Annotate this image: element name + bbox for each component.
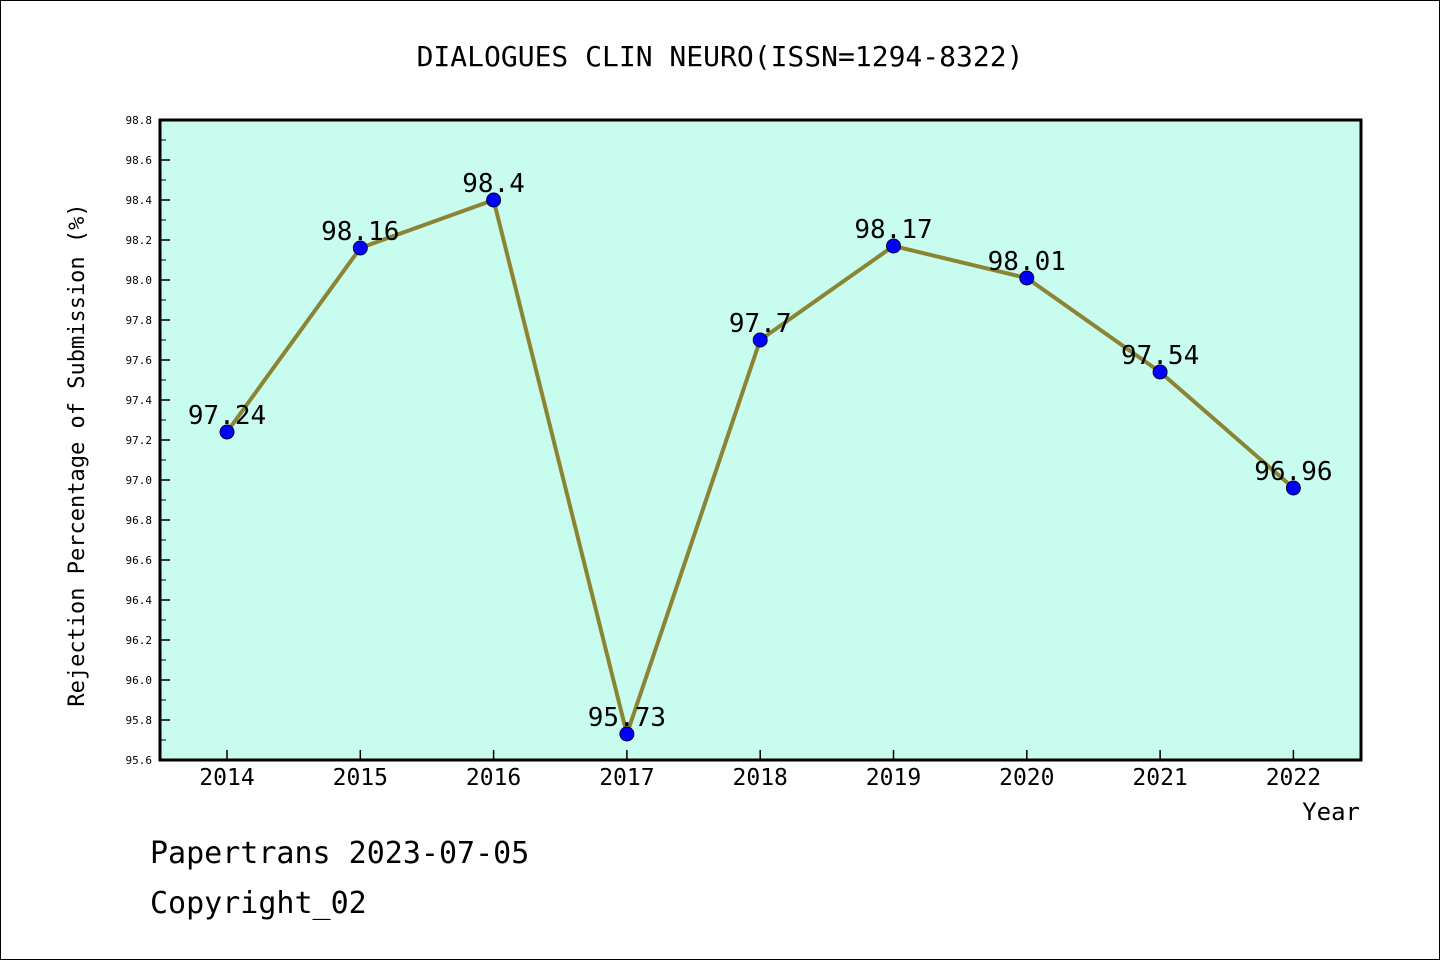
- y-tick-label: 95.6: [126, 754, 153, 767]
- data-label: 97.54: [1121, 341, 1199, 371]
- chart-title: DIALOGUES CLIN NEURO(ISSN=1294-8322): [417, 40, 1024, 73]
- y-tick-label: 97.8: [126, 314, 153, 327]
- data-point: [886, 238, 901, 254]
- footer-source: Papertrans 2023-07-05: [150, 836, 530, 871]
- y-tick-label: 96.4: [126, 594, 153, 607]
- y-tick-label: 98.0: [126, 274, 153, 287]
- x-axis-ticks: 2014 2015 2016 2017 2018 2019 2020 2021 2022: [199, 750, 1321, 791]
- x-tick-label: 2014: [199, 765, 254, 791]
- data-point: [1152, 364, 1168, 380]
- y-tick-label: 97.2: [126, 434, 153, 447]
- y-tick-label: 98.4: [126, 194, 153, 207]
- data-label: 97.24: [188, 401, 266, 431]
- data-point: [219, 424, 235, 440]
- x-tick-label: 2021: [1132, 765, 1187, 791]
- y-tick-label: 96.0: [126, 674, 153, 687]
- data-label: 98.16: [321, 217, 399, 247]
- y-tick-label: 98.8: [126, 114, 153, 127]
- y-axis-label: Rejection Percentage of Submission (%): [65, 203, 90, 706]
- x-tick-label: 2015: [333, 765, 388, 791]
- x-tick-label: 2022: [1266, 765, 1321, 791]
- y-tick-label: 97.6: [126, 354, 153, 367]
- data-labels-group: 97.24 98.16 98.4 95.73 97.7 98.17 98.01 97.54 96…: [188, 169, 1333, 733]
- data-label: 98.01: [988, 247, 1066, 277]
- data-point: [352, 240, 368, 256]
- data-label: 96.96: [1254, 457, 1332, 487]
- y-tick-label: 98.6: [126, 154, 153, 167]
- data-points-group: [219, 192, 1301, 742]
- data-label: 95.73: [588, 703, 666, 733]
- y-tick-label: 97.4: [126, 394, 153, 407]
- footer-copyright: Copyright_02: [150, 886, 367, 921]
- y-tick-label: 97.0: [126, 474, 153, 487]
- y-axis-ticks: 95.6 95.8 96.0 96.2 96.4 96.6 96.8 97.0 97.2 97.4…: [126, 114, 170, 767]
- y-tick-label: 96.8: [126, 514, 153, 527]
- x-tick-label: 2017: [599, 765, 654, 791]
- x-tick-label: 2018: [733, 765, 788, 791]
- y-tick-label: 95.8: [126, 714, 153, 727]
- x-tick-label: 2016: [466, 765, 521, 791]
- data-label: 97.7: [729, 309, 792, 339]
- x-tick-label: 2019: [866, 765, 921, 791]
- plot-area: [158, 118, 1363, 762]
- data-point: [1019, 270, 1035, 286]
- data-point: [486, 192, 502, 208]
- y-tick-label: 96.2: [126, 634, 153, 647]
- data-point: [1285, 480, 1301, 496]
- data-point: [752, 332, 768, 348]
- x-axis-label: Year: [1302, 798, 1360, 826]
- x-tick-label: 2020: [999, 765, 1054, 791]
- data-label: 98.17: [854, 215, 932, 245]
- y-tick-label: 98.2: [126, 234, 153, 247]
- data-label: 98.4: [462, 169, 525, 199]
- y-tick-label: 96.6: [126, 554, 153, 567]
- data-point: [619, 726, 635, 742]
